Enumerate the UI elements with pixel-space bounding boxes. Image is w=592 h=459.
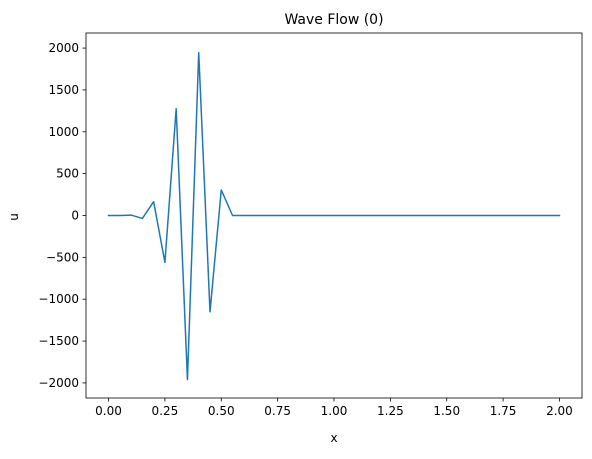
x-tick-label: 0.00 [95,404,122,418]
chart-title: Wave Flow (0) [284,12,383,28]
y-tick-label: −1500 [38,334,79,348]
x-tick-label: 1.25 [377,404,404,418]
x-axis-ticks: 0.00 0.25 0.50 0.75 1.00 1.25 1.50 1.75 2.00 [95,398,573,418]
x-tick-label: 1.00 [321,404,348,418]
y-tick-label: 1000 [48,125,79,139]
x-axis-label: x [330,431,337,445]
plot-area [85,32,583,399]
series-line-0 [107,51,561,381]
y-axis-label: u [7,213,21,221]
x-tick-label: 0.25 [152,404,179,418]
y-tick-label: −2000 [38,376,79,390]
x-tick-label: 1.50 [433,404,460,418]
y-tick-label: 0 [71,209,79,223]
y-axis-ticks: −2000 −1500 −1000 −500 0 500 1000 1500 2000 [38,41,86,390]
x-tick-label: 2.00 [546,404,573,418]
x-tick-label: 0.75 [264,404,291,418]
x-tick-label: 1.75 [490,404,517,418]
y-tick-label: 500 [56,167,79,181]
y-tick-label: 2000 [48,41,79,55]
y-tick-label: 1500 [48,83,79,97]
x-tick-label: 0.50 [208,404,235,418]
y-tick-label: −500 [46,250,79,264]
y-tick-label: −1000 [38,292,79,306]
